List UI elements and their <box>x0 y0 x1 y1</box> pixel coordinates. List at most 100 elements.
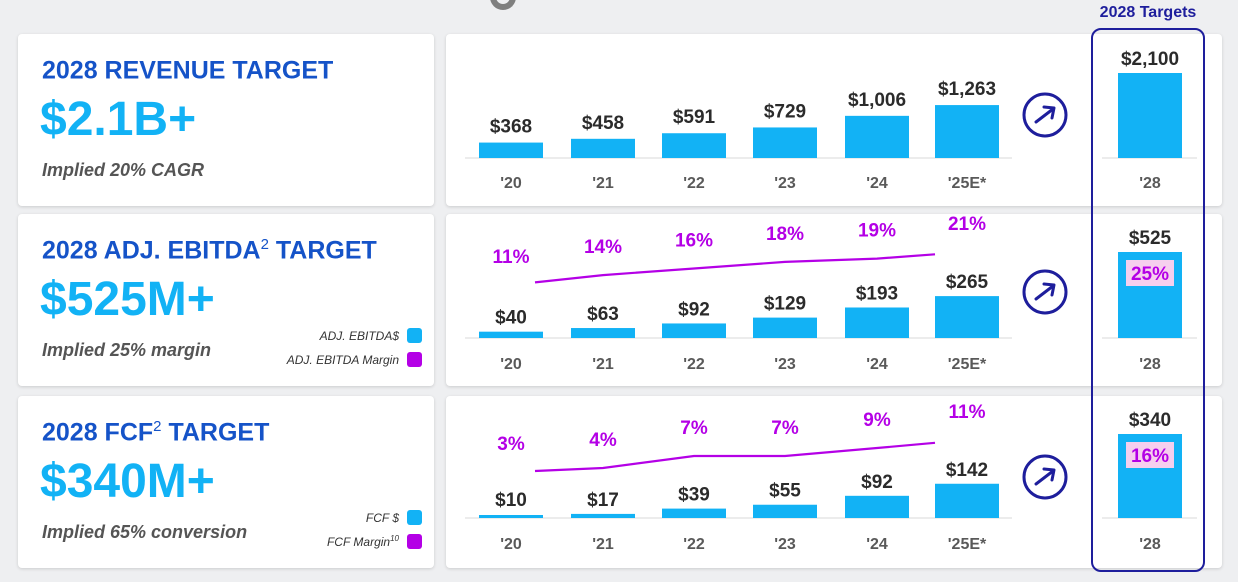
bar <box>571 328 635 338</box>
kpi-subtitle: Implied 25% margin <box>42 340 212 360</box>
legend-swatch-blue <box>407 328 422 343</box>
x-tick-label: '25E* <box>948 536 987 553</box>
bar <box>479 331 543 338</box>
arrow-icon-head <box>1042 105 1056 120</box>
bar <box>571 513 635 518</box>
target-value-label: $2,100 <box>1121 49 1179 70</box>
revenue-kpi-card: 2028 REVENUE TARGET $2.1B+ Implied 20% C… <box>18 34 434 206</box>
legend-item-bars: ADJ. EBITDA$ <box>320 328 422 343</box>
kpi-value: $2.1B+ <box>40 93 197 146</box>
bar <box>662 133 726 158</box>
margin-label: 3% <box>497 434 525 455</box>
x-tick-label: '21 <box>592 175 614 192</box>
arrow-icon-shaft <box>1034 107 1055 124</box>
x-tick-label: '25E* <box>948 175 987 192</box>
x-tick-label: '24 <box>866 536 888 553</box>
x-tick-label: '20 <box>500 356 522 373</box>
margin-label: 14% <box>584 237 622 258</box>
margin-label: 21% <box>948 214 986 235</box>
bar <box>845 307 909 338</box>
x-tick-label: '21 <box>592 356 614 373</box>
arrow-icon-shaft <box>1034 284 1055 301</box>
fcf-kpi-card: 2028 FCF2 TARGET $340M+ Implied 65% conv… <box>18 396 434 568</box>
x-tick-label: '22 <box>683 356 705 373</box>
kpi-subtitle: Implied 65% conversion <box>42 522 248 542</box>
margin-label: 7% <box>771 418 799 439</box>
x-tick-label: '23 <box>774 356 796 373</box>
arrow-icon-head <box>1042 467 1056 482</box>
x-tick-label: '20 <box>500 536 522 553</box>
margin-label: 7% <box>680 418 708 439</box>
x-tick-label: '24 <box>866 356 888 373</box>
x-tick-label: '23 <box>774 536 796 553</box>
bar-value-label: $17 <box>587 490 619 511</box>
bar-value-label: $591 <box>673 107 716 128</box>
bar <box>935 296 999 338</box>
bar-value-label: $1,263 <box>938 79 996 100</box>
target-margin-label: 16% <box>1131 446 1169 467</box>
target-value-label: $525 <box>1129 228 1172 249</box>
bar-value-label: $368 <box>490 117 532 138</box>
bar <box>753 127 817 158</box>
bar <box>479 515 543 518</box>
bar-value-label: $63 <box>587 304 619 325</box>
target-bar <box>1118 73 1182 158</box>
x-tick-label: '28 <box>1139 356 1161 373</box>
target-margin-highlight <box>1126 442 1174 468</box>
bar-value-label: $1,006 <box>848 90 906 111</box>
bar-value-label: $92 <box>861 472 893 493</box>
bar-value-label: $142 <box>946 460 988 481</box>
margin-label: 18% <box>766 224 804 245</box>
margin-label: 4% <box>589 430 617 451</box>
kpi-subtitle: Implied 20% CAGR <box>42 160 205 180</box>
target-value-label: $340 <box>1129 410 1171 431</box>
header-text-fragment <box>490 0 516 10</box>
margin-label: 16% <box>675 231 713 252</box>
legend-item-margin: ADJ. EBITDA Margin <box>287 352 422 367</box>
bar-value-label: $729 <box>764 101 806 122</box>
kpi-title: 2028 REVENUE TARGET <box>42 56 334 85</box>
bar-value-label: $40 <box>495 308 527 329</box>
x-tick-label: '24 <box>866 175 888 192</box>
bar <box>845 115 909 158</box>
legend-swatch-blue <box>407 510 422 525</box>
margin-label: 9% <box>863 410 891 431</box>
bar <box>935 483 999 518</box>
bar-value-label: $39 <box>678 485 710 506</box>
bar-value-label: $129 <box>764 294 806 315</box>
x-tick-label: '23 <box>774 175 796 192</box>
arrow-icon-head <box>1042 282 1056 297</box>
margin-label: 11% <box>493 247 530 268</box>
kpi-value: $525M+ <box>40 273 215 326</box>
margin-line <box>534 441 936 473</box>
x-tick-label: '28 <box>1139 175 1161 192</box>
bar <box>662 323 726 338</box>
kpi-value: $340M+ <box>40 455 215 508</box>
bar <box>479 142 543 158</box>
bar <box>935 105 999 158</box>
arrow-icon-shaft <box>1034 469 1055 486</box>
target-margin-highlight <box>1126 260 1174 286</box>
bar <box>845 495 909 518</box>
bar-value-label: $458 <box>582 113 624 134</box>
ebitda-kpi-card: 2028 ADJ. EBITDA2 TARGET $525M+ Implied … <box>18 214 434 386</box>
targets-label: 2028 Targets <box>1099 4 1197 21</box>
legend-swatch-purple <box>407 352 422 367</box>
bar <box>753 317 817 338</box>
legend-item-bars: FCF $ <box>366 510 422 525</box>
bar <box>753 504 817 518</box>
x-tick-label: '22 <box>683 175 705 192</box>
target-margin-label: 25% <box>1131 264 1169 285</box>
kpi-title: 2028 ADJ. EBITDA2 TARGET <box>42 236 377 265</box>
x-tick-label: '25E* <box>948 356 987 373</box>
x-tick-label: '21 <box>592 536 614 553</box>
legend-swatch-purple <box>407 534 422 549</box>
legend-item-margin: FCF Margin10 <box>327 534 422 549</box>
bar-value-label: $193 <box>856 283 898 304</box>
x-tick-label: '28 <box>1139 536 1161 553</box>
x-tick-label: '20 <box>500 175 522 192</box>
bar-value-label: $55 <box>769 481 801 502</box>
targets-frame <box>1091 28 1205 572</box>
bar-value-label: $10 <box>495 490 527 511</box>
